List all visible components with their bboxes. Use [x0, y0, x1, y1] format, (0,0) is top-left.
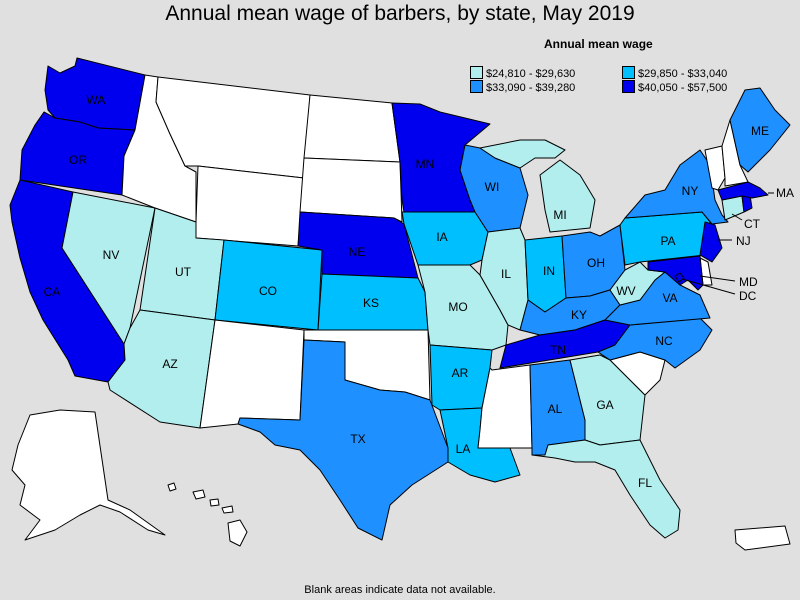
label-nv: NV: [103, 248, 120, 262]
label-va: VA: [662, 291, 677, 305]
label-ks: KS: [363, 296, 379, 310]
state-dc[interactable]: [674, 272, 685, 283]
label-tn: TN: [550, 343, 566, 357]
label-md: MD: [739, 275, 758, 289]
label-mo: MO: [448, 300, 467, 314]
label-oh: OH: [587, 256, 605, 270]
legend-swatch-3: [470, 80, 483, 93]
state-md[interactable]: [647, 255, 704, 291]
label-ia: IA: [436, 230, 447, 244]
state-pr[interactable]: [734, 525, 791, 551]
state-fl[interactable]: [531, 439, 681, 539]
label-ky: KY: [571, 308, 587, 322]
state-nm[interactable]: [199, 319, 305, 429]
label-mi: MI: [553, 208, 566, 222]
label-me: ME: [751, 124, 769, 138]
legend-swatch-1: [470, 66, 483, 79]
state-sd[interactable]: [299, 157, 403, 223]
footer-note: Blank areas indicate data not available.: [304, 584, 496, 596]
label-wv: WV: [616, 284, 635, 298]
legend-label-1: $24,810 - $29,630: [486, 68, 576, 80]
label-fl: FL: [638, 476, 652, 490]
label-wi: WI: [485, 180, 500, 194]
state-hi[interactable]: [167, 482, 248, 547]
label-dc: DC: [739, 289, 757, 303]
label-ny: NY: [682, 184, 699, 198]
state-me[interactable]: [729, 87, 791, 173]
state-nj[interactable]: [699, 221, 723, 263]
label-pa: PA: [660, 234, 675, 248]
legend-item-1: $24,810 - $29,630: [470, 66, 575, 80]
label-ma: MA: [776, 186, 794, 200]
state-wy[interactable]: [195, 165, 305, 247]
label-nj: NJ: [736, 234, 751, 248]
label-ar: AR: [452, 366, 469, 380]
legend-label-2: $29,850 - $33,040: [638, 68, 728, 80]
state-nc[interactable]: [597, 317, 713, 369]
label-ne: NE: [349, 245, 366, 259]
label-nc: NC: [655, 334, 673, 348]
map-title: Annual mean wage of barbers, by state, M…: [165, 2, 635, 25]
state-ak[interactable]: [11, 409, 166, 541]
state-nd[interactable]: [303, 94, 401, 163]
legend-title: Annual mean wage: [544, 37, 653, 51]
label-wa: WA: [87, 93, 106, 107]
label-ca: CA: [44, 285, 61, 299]
state-vt[interactable]: [704, 145, 726, 191]
leader-dc: [681, 278, 736, 295]
label-la: LA: [456, 442, 471, 456]
state-mi[interactable]: [479, 139, 596, 233]
state-il[interactable]: [479, 227, 529, 331]
label-az: AZ: [162, 357, 177, 371]
label-tx: TX: [350, 432, 365, 446]
state-ma[interactable]: [717, 181, 769, 201]
leader-md: [699, 275, 736, 282]
label-or: OR: [69, 153, 87, 167]
legend-label-3: $33,090 - $39,280: [486, 82, 576, 94]
label-il: IL: [501, 267, 511, 281]
label-ga: GA: [596, 398, 613, 412]
label-mn: MN: [416, 157, 435, 171]
label-ut: UT: [175, 265, 192, 279]
state-tx[interactable]: [237, 339, 449, 541]
legend-item-3: $33,090 - $39,280: [470, 80, 575, 94]
legend-swatch-4: [622, 80, 635, 93]
legend-swatch-2: [622, 66, 635, 79]
legend-label-4: $40,050 - $57,500: [638, 82, 728, 94]
legend-item-4: $40,050 - $57,500: [622, 80, 727, 94]
leader-ct: [731, 213, 743, 221]
legend-item-2: $29,850 - $33,040: [622, 66, 727, 80]
label-co: CO: [259, 284, 277, 298]
label-in: IN: [543, 264, 555, 278]
label-ct: CT: [744, 217, 761, 231]
label-al: AL: [548, 402, 563, 416]
